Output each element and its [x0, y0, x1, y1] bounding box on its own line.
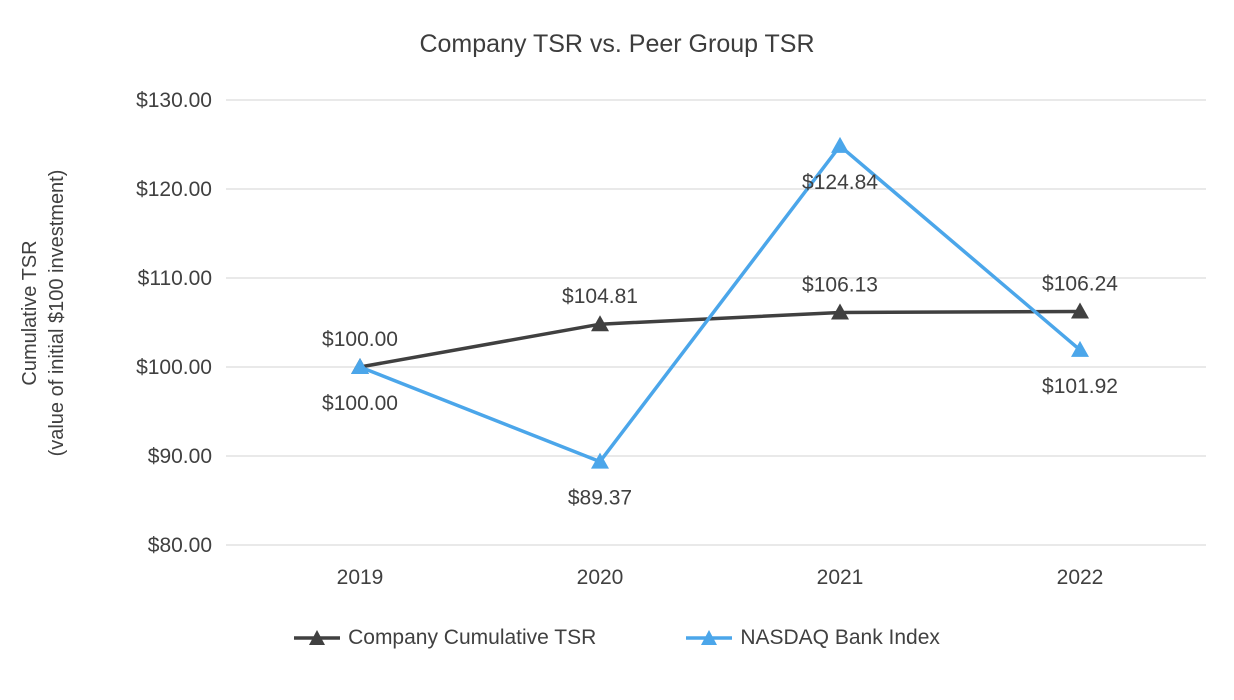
- series-line-1: [359, 144, 1082, 464]
- series-0-marker: [1071, 302, 1089, 319]
- x-tick-label: 2021: [817, 566, 864, 589]
- series-1-marker: [1071, 340, 1089, 357]
- series-0-marker: [591, 315, 609, 332]
- y-tick-label: $100.00: [136, 356, 212, 379]
- data-label: $100.00: [322, 328, 398, 351]
- series-0-marker: [831, 303, 849, 320]
- x-tick-label: 2019: [337, 566, 384, 589]
- data-label: $106.24: [1042, 272, 1118, 295]
- company-series-triangle-marker-icon: [294, 630, 341, 645]
- legend-label-nasdaq-bank-index: NASDAQ Bank Index: [740, 626, 940, 649]
- y-tick-label: $110.00: [138, 267, 212, 290]
- data-label: $124.84: [802, 171, 878, 194]
- data-label: $104.81: [562, 285, 638, 308]
- data-label: $101.92: [1042, 375, 1118, 398]
- data-label: $100.00: [322, 392, 398, 415]
- series-1-marker: [351, 358, 369, 374]
- y-tick-label: $90.00: [148, 445, 212, 468]
- chart-title: Company TSR vs. Peer Group TSR: [419, 30, 815, 58]
- y-tick-label: $130.00: [136, 89, 212, 112]
- y-tick-label: $80.00: [148, 534, 212, 557]
- data-label: $106.13: [802, 273, 878, 296]
- y-tick-label: $120.00: [136, 178, 212, 201]
- legend-item-company-cumulative-tsr: Company Cumulative TSR: [294, 626, 596, 650]
- x-tick-label: 2022: [1057, 566, 1104, 589]
- legend: Company Cumulative TSR NASDAQ Bank Index: [0, 626, 1234, 650]
- x-tick-label: 2020: [577, 566, 624, 589]
- series-1-marker: [831, 136, 849, 153]
- nasdaq-series-triangle-marker-icon: [686, 630, 733, 645]
- legend-label-company-cumulative-tsr: Company Cumulative TSR: [348, 626, 597, 649]
- series-1-marker: [591, 452, 609, 469]
- legend-item-nasdaq-bank-index: NASDAQ Bank Index: [686, 626, 940, 650]
- series-line-0: [359, 309, 1081, 369]
- data-label: $89.37: [568, 487, 632, 510]
